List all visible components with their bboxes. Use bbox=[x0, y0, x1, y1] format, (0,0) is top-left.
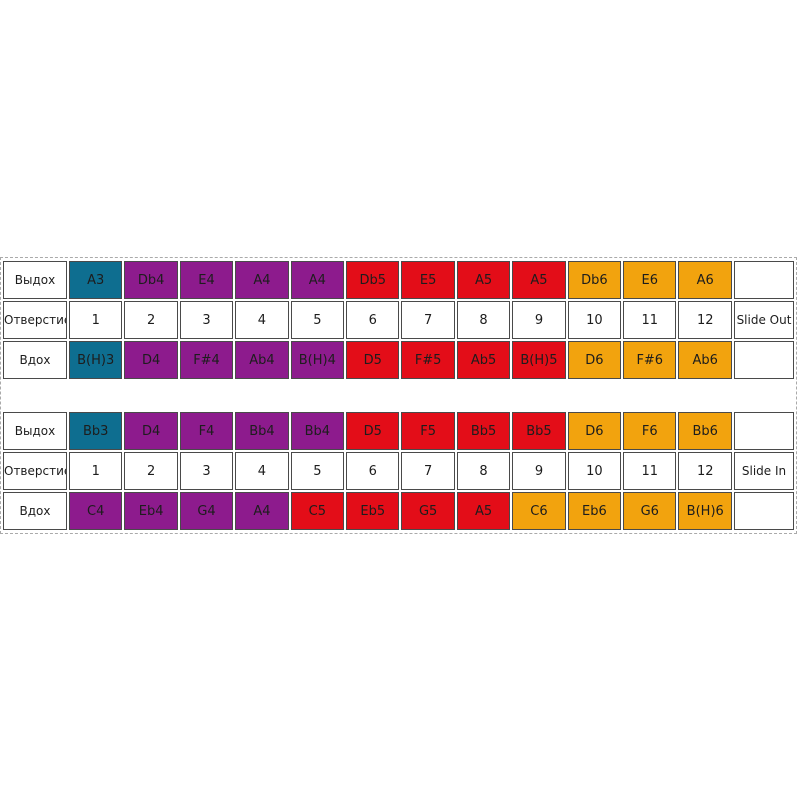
note-cell: B(H)6 bbox=[678, 492, 732, 530]
hole-number-cell: 9 bbox=[512, 301, 566, 339]
harmonica-note-chart: Выдох A3 Db4 E4 A4 A4 Db5 E5 A5 A5 Db6 E… bbox=[0, 257, 797, 534]
hole-number-cell: 8 bbox=[456, 452, 511, 490]
note-cell: Db4 bbox=[124, 261, 178, 299]
note-cell: D6 bbox=[567, 341, 622, 379]
draw-row: Вдох C4 Eb4 G4 A4 C5 Eb5 G5 A5 C6 Eb6 G6… bbox=[3, 492, 794, 530]
note-cell: Ab4 bbox=[235, 341, 289, 379]
note-cell: Bb5 bbox=[456, 412, 511, 450]
slide-label-cell: Slide In bbox=[734, 452, 794, 490]
note-cell: F4 bbox=[179, 412, 234, 450]
row-label-draw: Вдох bbox=[3, 492, 67, 530]
note-cell: F#6 bbox=[623, 341, 677, 379]
note-cell: A4 bbox=[235, 261, 289, 299]
hole-number-cell: 12 bbox=[678, 301, 732, 339]
note-cell: E6 bbox=[623, 261, 677, 299]
note-cell: Db6 bbox=[567, 261, 622, 299]
note-cell: A3 bbox=[69, 261, 123, 299]
slide-label-cell: Slide Out bbox=[734, 301, 794, 339]
note-cell: F6 bbox=[623, 412, 677, 450]
note-cell: E5 bbox=[401, 261, 455, 299]
hole-row: Отверстие 1 2 3 4 5 6 7 8 9 10 11 12 Sli… bbox=[3, 452, 794, 490]
hole-number-cell: 4 bbox=[235, 452, 289, 490]
hole-number-cell: 2 bbox=[124, 301, 178, 339]
hole-number-cell: 1 bbox=[69, 301, 123, 339]
row-label-hole: Отверстие bbox=[3, 452, 67, 490]
note-cell: Db5 bbox=[346, 261, 400, 299]
note-cell: Bb4 bbox=[235, 412, 289, 450]
hole-number-cell: 10 bbox=[567, 452, 622, 490]
note-cell: G4 bbox=[179, 492, 234, 530]
note-cell: D6 bbox=[567, 412, 622, 450]
note-cell: Eb6 bbox=[567, 492, 622, 530]
row-label-blow: Выдох bbox=[3, 412, 67, 450]
note-cell: F#4 bbox=[179, 341, 234, 379]
row-label-draw: Вдох bbox=[3, 341, 67, 379]
note-cell: D5 bbox=[346, 412, 400, 450]
hole-number-cell: 7 bbox=[401, 301, 455, 339]
note-cell: A4 bbox=[290, 261, 345, 299]
draw-row: Вдох B(H)3 D4 F#4 Ab4 B(H)4 D5 F#5 Ab5 B… bbox=[3, 341, 794, 379]
empty-cell bbox=[734, 492, 794, 530]
note-cell: Bb5 bbox=[512, 412, 566, 450]
note-cell: C5 bbox=[290, 492, 345, 530]
hole-number-cell: 4 bbox=[235, 301, 289, 339]
hole-number-cell: 12 bbox=[678, 452, 732, 490]
blow-row: Выдох A3 Db4 E4 A4 A4 Db5 E5 A5 A5 Db6 E… bbox=[3, 261, 794, 299]
hole-number-cell: 10 bbox=[567, 301, 622, 339]
note-cell: Bb4 bbox=[290, 412, 345, 450]
empty-cell bbox=[734, 261, 794, 299]
note-cell: G5 bbox=[401, 492, 455, 530]
slide-out-table: Выдох A3 Db4 E4 A4 A4 Db5 E5 A5 A5 Db6 E… bbox=[1, 259, 796, 381]
note-cell: D5 bbox=[346, 341, 400, 379]
note-cell: B(H)3 bbox=[69, 341, 123, 379]
note-cell: Bb3 bbox=[69, 412, 123, 450]
note-cell: G6 bbox=[623, 492, 677, 530]
note-cell: A5 bbox=[512, 261, 566, 299]
note-cell: Bb6 bbox=[678, 412, 732, 450]
hole-number-cell: 3 bbox=[179, 301, 234, 339]
note-cell: A5 bbox=[456, 492, 511, 530]
note-cell: B(H)4 bbox=[290, 341, 345, 379]
hole-number-cell: 11 bbox=[623, 301, 677, 339]
hole-number-cell: 5 bbox=[290, 301, 345, 339]
hole-number-cell: 6 bbox=[346, 301, 400, 339]
note-cell: F#5 bbox=[401, 341, 455, 379]
note-cell: Ab5 bbox=[456, 341, 511, 379]
table-gap bbox=[1, 381, 796, 410]
empty-cell bbox=[734, 412, 794, 450]
empty-cell bbox=[734, 341, 794, 379]
note-cell: Eb5 bbox=[346, 492, 400, 530]
note-cell: E4 bbox=[179, 261, 234, 299]
hole-number-cell: 2 bbox=[124, 452, 178, 490]
note-cell: Eb4 bbox=[124, 492, 178, 530]
note-cell: B(H)5 bbox=[512, 341, 566, 379]
row-label-hole: Отверстие bbox=[3, 301, 67, 339]
row-label-blow: Выдох bbox=[3, 261, 67, 299]
hole-number-cell: 8 bbox=[456, 301, 511, 339]
note-cell: Ab6 bbox=[678, 341, 732, 379]
note-cell: A4 bbox=[235, 492, 289, 530]
hole-row: Отверстие 1 2 3 4 5 6 7 8 9 10 11 12 Sli… bbox=[3, 301, 794, 339]
hole-number-cell: 3 bbox=[179, 452, 234, 490]
hole-number-cell: 7 bbox=[401, 452, 455, 490]
note-cell: A6 bbox=[678, 261, 732, 299]
hole-number-cell: 6 bbox=[346, 452, 400, 490]
note-cell: C4 bbox=[69, 492, 123, 530]
slide-in-table: Выдох Bb3 D4 F4 Bb4 Bb4 D5 F5 Bb5 Bb5 D6… bbox=[1, 410, 796, 532]
hole-number-cell: 11 bbox=[623, 452, 677, 490]
note-cell: D4 bbox=[124, 341, 178, 379]
hole-number-cell: 5 bbox=[290, 452, 345, 490]
note-cell: F5 bbox=[401, 412, 455, 450]
note-cell: D4 bbox=[124, 412, 178, 450]
note-cell: C6 bbox=[512, 492, 566, 530]
blow-row: Выдох Bb3 D4 F4 Bb4 Bb4 D5 F5 Bb5 Bb5 D6… bbox=[3, 412, 794, 450]
hole-number-cell: 9 bbox=[512, 452, 566, 490]
hole-number-cell: 1 bbox=[69, 452, 123, 490]
note-cell: A5 bbox=[456, 261, 511, 299]
